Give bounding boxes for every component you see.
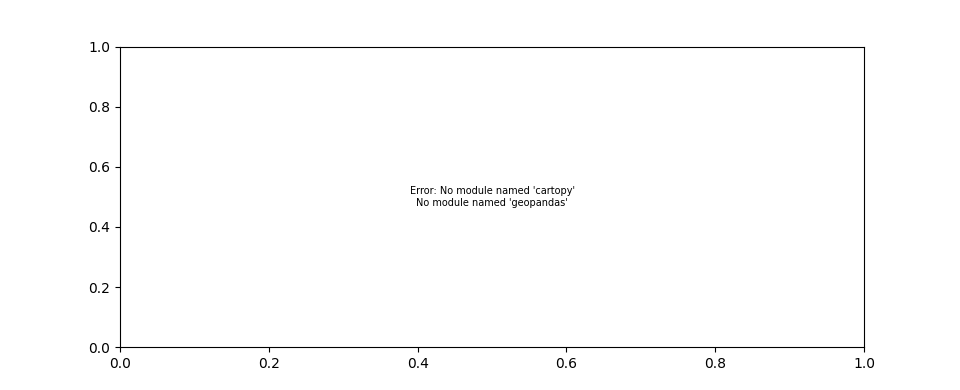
Text: Error: No module named 'cartopy'
No module named 'geopandas': Error: No module named 'cartopy' No modu…	[410, 186, 574, 208]
